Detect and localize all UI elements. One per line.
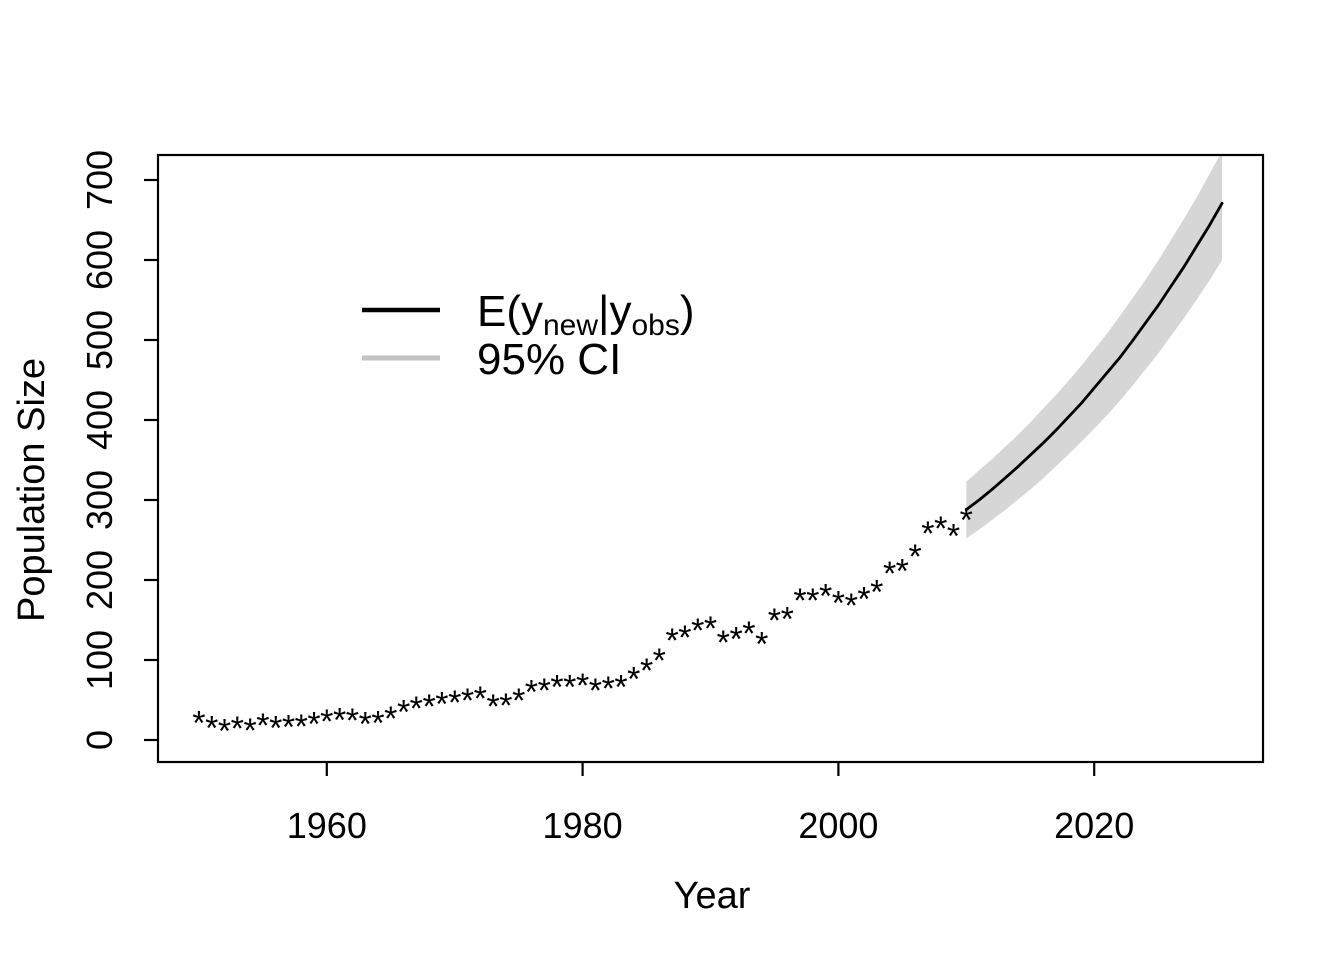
observed-point-marker: * — [960, 501, 973, 539]
observed-point-marker: * — [742, 615, 755, 653]
observed-point-marker: * — [410, 690, 423, 728]
observed-point-marker: * — [461, 682, 474, 720]
observed-point-marker: * — [729, 621, 742, 659]
ci-band — [966, 155, 1223, 539]
mean-line-path — [964, 201, 1224, 512]
observed-point-marker: * — [947, 517, 960, 555]
observed-point-marker: * — [474, 680, 487, 718]
observed-point-marker: * — [282, 709, 295, 747]
x-tick-label: 1980 — [543, 805, 623, 846]
x-tick-label: 2000 — [798, 805, 878, 846]
observed-point-marker: * — [781, 601, 794, 639]
x-tick-label: 2020 — [1054, 805, 1134, 846]
observed-point-marker: * — [192, 705, 205, 743]
y-tick-label: 600 — [79, 230, 120, 290]
legend: E(ynew|yobs)95% CI — [362, 287, 695, 384]
observed-point-marker: * — [614, 669, 627, 707]
observed-point-marker: * — [243, 712, 256, 750]
observed-point-marker: * — [218, 713, 231, 751]
y-tick-label: 400 — [79, 390, 120, 450]
observed-point-marker: * — [896, 553, 909, 591]
observed-point-marker: * — [205, 709, 218, 747]
y-tick-label: 700 — [79, 150, 120, 210]
observed-point-marker: * — [448, 684, 461, 722]
observed-point-marker: * — [512, 682, 525, 720]
observed-point-marker: * — [422, 688, 435, 726]
observed-point-marker: * — [525, 673, 538, 711]
observed-point-marker: * — [307, 705, 320, 743]
observed-point-marker: * — [793, 582, 806, 620]
y-tick-label: 200 — [79, 550, 120, 610]
observed-points: * * * * * * * * * * * * * * * * * * * * * * * * * * * * * * * * * * * * ** * *… — [192, 501, 973, 750]
observed-point-marker: * — [691, 612, 704, 650]
observed-point-marker: * — [563, 669, 576, 707]
observed-point-marker: * — [397, 693, 410, 731]
observed-point-marker: * — [269, 709, 282, 747]
legend-label: E(ynew|yobs) — [477, 287, 695, 342]
observed-point-marker: * — [499, 687, 512, 725]
x-tick-label: 1960 — [287, 805, 367, 846]
y-tick-label: 500 — [79, 310, 120, 370]
observed-point-marker: * — [908, 538, 921, 576]
mean-prediction-line — [964, 201, 1224, 512]
observed-point-marker: * — [589, 672, 602, 710]
observed-point-marker: * — [665, 622, 678, 660]
observed-point-marker: * — [921, 515, 934, 553]
observed-point-marker: * — [538, 672, 551, 710]
y-tick-label: 300 — [79, 470, 120, 530]
observed-point-marker: * — [678, 619, 691, 657]
observed-point-marker: * — [768, 602, 781, 640]
x-axis-title: Year — [674, 875, 751, 917]
observed-point-marker: * — [333, 701, 346, 739]
observed-point-marker: * — [640, 652, 653, 690]
observed-point-marker: * — [486, 688, 499, 726]
observed-point-marker: * — [653, 642, 666, 680]
observed-point-marker: * — [256, 707, 269, 745]
observed-point-marker: * — [717, 624, 730, 662]
observed-point-marker: * — [550, 669, 563, 707]
y-tick-label: 0 — [79, 730, 120, 750]
observed-point-marker: * — [295, 708, 308, 746]
observed-point-marker: * — [627, 661, 640, 699]
observed-point-marker: * — [832, 585, 845, 623]
observed-point-marker: * — [806, 582, 819, 620]
observed-point-marker: * — [883, 555, 896, 593]
observed-point-marker: * — [359, 705, 372, 743]
observed-point-marker: * — [320, 703, 333, 741]
observed-point-marker: * — [704, 610, 717, 648]
observed-point-marker: * — [346, 702, 359, 740]
observed-point-marker: * — [755, 625, 768, 663]
observed-point-marker: * — [435, 685, 448, 723]
observed-point-marker: * — [602, 670, 615, 708]
observed-point-marker: * — [870, 573, 883, 611]
y-axis-title: Population Size — [11, 358, 53, 622]
observed-point-marker: * — [384, 700, 397, 738]
y-tick-label: 100 — [79, 630, 120, 690]
observed-point-marker: * — [231, 710, 244, 748]
legend-label: 95% CI — [477, 335, 621, 384]
ci-band-polygon — [966, 155, 1223, 539]
observed-point-marker: * — [934, 510, 947, 548]
observed-point-marker: * — [576, 667, 589, 705]
plot-box — [156, 153, 1265, 764]
observed-point-marker: * — [845, 587, 858, 625]
observed-point-marker: * — [371, 705, 384, 743]
observed-point-marker: * — [819, 577, 832, 615]
observed-point-marker: * — [857, 581, 870, 619]
axes: 1960 1980 2000 2020 0 100 200 300 400 500 600 700 — [79, 150, 1265, 846]
